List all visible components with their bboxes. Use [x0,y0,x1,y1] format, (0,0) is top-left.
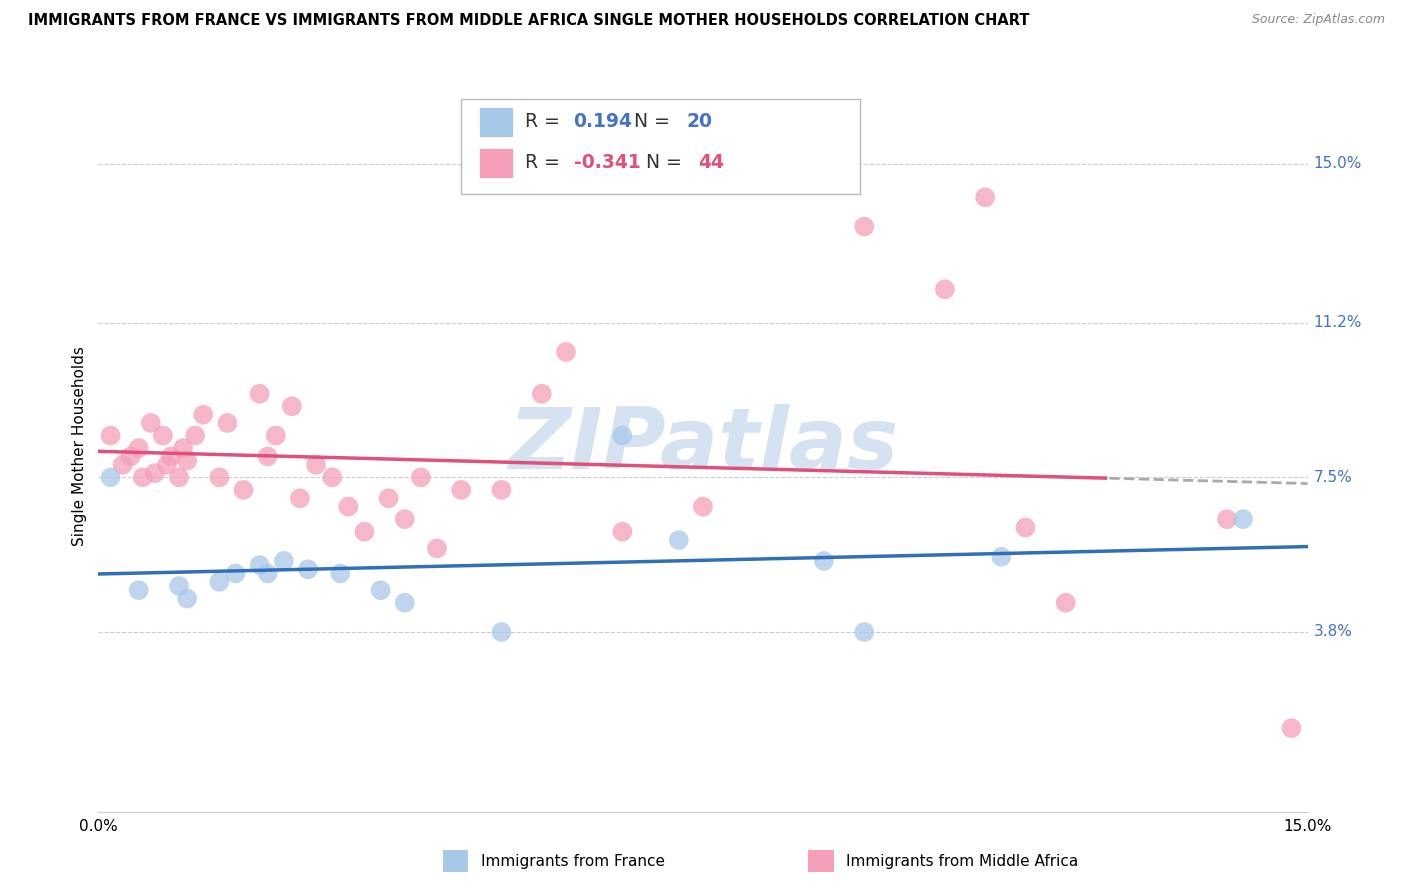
Point [813,554,835,568]
Point [249,558,271,573]
Point [1216,512,1239,526]
Point [321,470,343,484]
Text: 3.8%: 3.8% [1313,624,1353,640]
Point [160,450,183,464]
Point [409,470,432,484]
Text: 11.2%: 11.2% [1313,315,1362,330]
Point [974,190,997,204]
Text: 44: 44 [699,153,724,172]
Text: N =: N = [634,153,688,172]
Text: 7.5%: 7.5% [1313,470,1353,485]
Point [128,583,150,598]
Point [297,562,319,576]
Point [426,541,449,556]
Point [491,625,513,640]
Point [281,399,304,413]
Point [990,549,1012,564]
Point [176,591,198,606]
Point [111,458,134,472]
Point [167,579,190,593]
Text: IMMIGRANTS FROM FRANCE VS IMMIGRANTS FROM MIDDLE AFRICA SINGLE MOTHER HOUSEHOLDS: IMMIGRANTS FROM FRANCE VS IMMIGRANTS FRO… [28,13,1029,29]
Point [256,566,278,581]
Text: 15.0%: 15.0% [1313,156,1362,171]
Point [193,408,215,422]
Point [208,470,231,484]
Point [167,470,190,484]
Point [530,386,553,401]
Point [370,583,392,598]
Point [139,416,162,430]
Bar [479,107,513,137]
Text: N =: N = [621,112,676,131]
Point [224,566,246,581]
Text: 20: 20 [686,112,711,131]
Point [394,596,416,610]
Point [668,533,690,547]
Point [934,282,956,296]
Text: R =: R = [526,112,567,131]
Point [288,491,311,506]
Y-axis label: Single Mother Households: Single Mother Households [72,346,87,546]
Text: Source: ZipAtlas.com: Source: ZipAtlas.com [1251,13,1385,27]
Point [450,483,472,497]
Point [232,483,254,497]
Point [176,453,198,467]
Text: ZIPatlas: ZIPatlas [508,404,898,488]
Point [100,428,122,442]
Point [612,428,634,442]
Text: 0.194: 0.194 [574,112,633,131]
Point [555,345,578,359]
Point [152,428,174,442]
Point [128,441,150,455]
Point [1014,520,1036,534]
Point [853,219,876,234]
Point [1054,596,1077,610]
Point [612,524,634,539]
Point [249,386,271,401]
Point [337,500,360,514]
Point [156,458,179,472]
Point [853,625,876,640]
Point [692,500,714,514]
Point [132,470,155,484]
Point [329,566,352,581]
Point [208,574,231,589]
Text: -0.341: -0.341 [574,153,640,172]
Point [394,512,416,526]
Bar [479,147,513,178]
Point [184,428,207,442]
Point [1232,512,1254,526]
Point [305,458,328,472]
Point [256,450,278,464]
Point [273,554,295,568]
Text: Immigrants from France: Immigrants from France [481,855,665,869]
Point [264,428,287,442]
Point [100,470,122,484]
Point [353,524,375,539]
Text: Immigrants from Middle Africa: Immigrants from Middle Africa [846,855,1078,869]
Point [1281,721,1303,735]
Point [377,491,399,506]
FancyBboxPatch shape [461,99,860,194]
Point [217,416,239,430]
Point [120,450,142,464]
Point [143,466,166,480]
Text: R =: R = [526,153,567,172]
Point [172,441,194,455]
Point [491,483,513,497]
